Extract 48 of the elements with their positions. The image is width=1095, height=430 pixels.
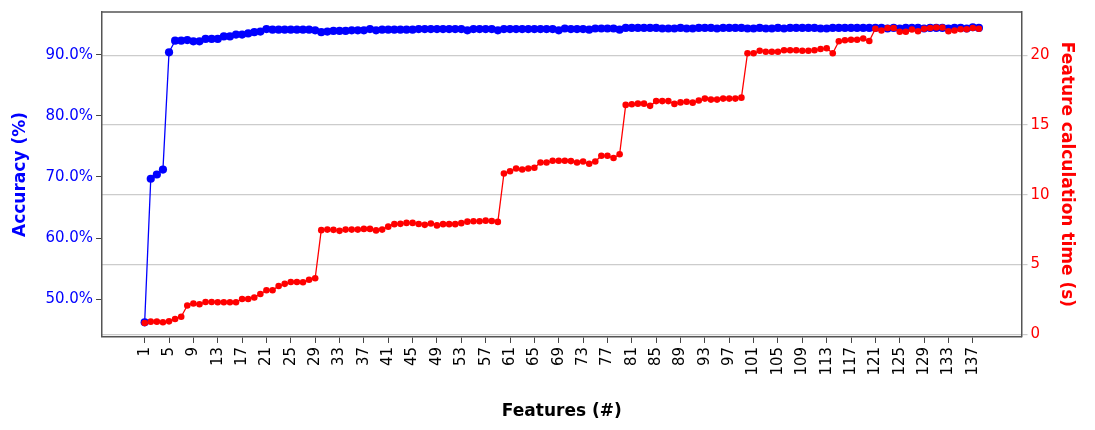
x-tick-label: 73 — [572, 346, 591, 367]
y-tick-label: 70.0% — [45, 166, 94, 185]
x-tick-label: 81 — [621, 346, 640, 367]
x-tick-label: 61 — [499, 346, 518, 367]
x-tick-label: 77 — [597, 346, 616, 367]
x-tick-label: 69 — [548, 346, 567, 367]
x-tick-label: 9 — [183, 346, 202, 357]
y-tick-label: 90.0% — [45, 44, 94, 63]
y-tick-label: 60.0% — [45, 227, 94, 246]
x-tick-label: 49 — [426, 346, 445, 367]
x-tick-label: 5 — [158, 346, 177, 357]
x-tick-label: 29 — [305, 346, 324, 367]
x-tick-label: 33 — [329, 346, 348, 367]
x-tick-label: 17 — [231, 346, 250, 367]
x-tick-label: 45 — [402, 346, 421, 367]
x-tick-label: 13 — [207, 346, 226, 367]
y2-tick-label: 15 — [1030, 114, 1050, 133]
x-tick-label: 97 — [719, 346, 738, 367]
x-tick-label: 137 — [962, 346, 981, 376]
y2-tick-label: 5 — [1030, 254, 1041, 273]
x-tick-label: 85 — [646, 346, 665, 367]
y-tick-label: 80.0% — [45, 105, 94, 124]
y-tick-label: 50.0% — [45, 288, 94, 307]
y-axis-title: Accuracy (%) — [8, 112, 29, 237]
x-axis-title: Features (#) — [501, 400, 622, 421]
x-tick-label: 117 — [840, 346, 859, 376]
y2-tick-label: 10 — [1030, 184, 1050, 203]
x-tick-label: 101 — [743, 346, 762, 376]
x-tick-label: 1 — [134, 346, 153, 357]
x-tick-label: 113 — [816, 346, 835, 376]
x-tick-label: 37 — [353, 346, 372, 367]
x-tick-label: 105 — [767, 346, 786, 376]
y2-axis-title: Feature calculation time (s) — [1058, 41, 1079, 308]
x-tick-label: 41 — [378, 346, 397, 367]
x-tick-label: 53 — [451, 346, 470, 367]
x-tick-label: 21 — [256, 346, 275, 367]
x-tick-label: 129 — [913, 346, 932, 376]
y2-tick-label: 20 — [1030, 45, 1050, 64]
x-tick-label: 133 — [938, 346, 957, 376]
x-tick-label: 89 — [670, 346, 689, 367]
x-tick-label: 121 — [865, 346, 884, 376]
x-tick-label: 125 — [889, 346, 908, 376]
x-tick-label: 65 — [524, 346, 543, 367]
x-tick-label: 109 — [792, 346, 811, 376]
x-tick-label: 25 — [280, 346, 299, 367]
x-tick-label: 93 — [694, 346, 713, 367]
y2-tick-label: 0 — [1030, 324, 1041, 343]
x-tick-label: 57 — [475, 346, 494, 367]
